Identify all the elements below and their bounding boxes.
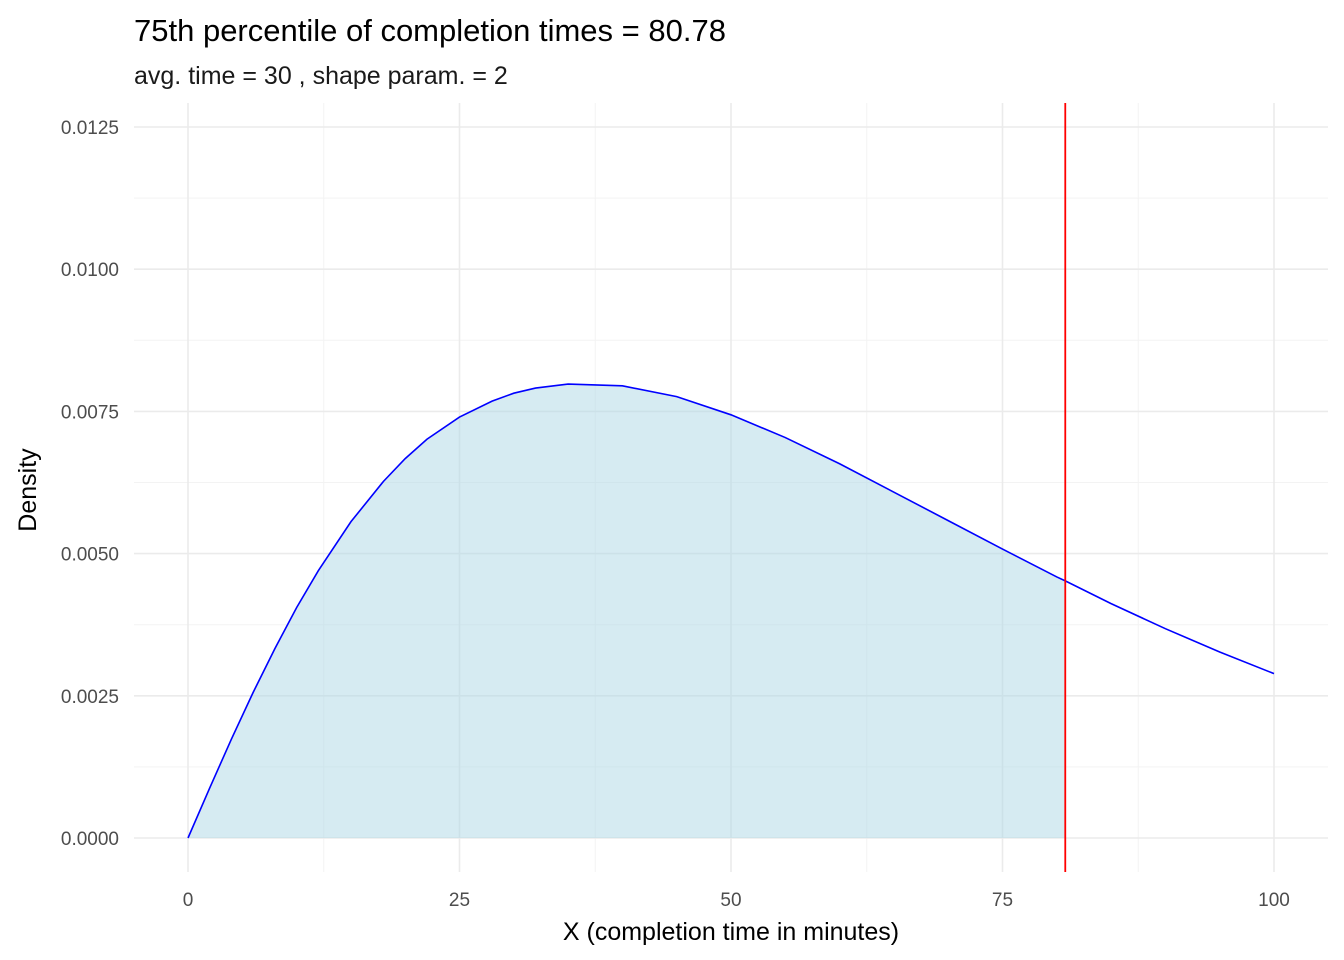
x-axis-title: X (completion time in minutes) [563,918,899,946]
chart-title: 75th percentile of completion times = 80… [134,13,726,48]
y-tick-label: 0.0000 [61,829,119,850]
x-tick-label: 25 [449,890,470,911]
density-line [187,383,1275,839]
x-axis-ticks: 0 25 50 75 100 [183,890,1290,911]
x-tick-label: 50 [720,890,741,911]
y-tick-label: 0.0125 [61,118,119,139]
y-tick-label: 0.0075 [61,402,119,423]
shaded-area-layer [188,384,1066,838]
density-line-layer [187,383,1275,839]
y-tick-label: 0.0100 [61,260,119,281]
x-tick-label: 75 [992,890,1013,911]
chart-subtitle: avg. time = 30 , shape param. = 2 [134,62,508,90]
x-tick-label: 0 [183,890,194,911]
y-axis-title: Density [14,448,42,532]
shaded-area [188,384,1066,838]
x-tick-label: 100 [1258,890,1290,911]
y-tick-label: 0.0025 [61,687,119,708]
y-axis-ticks: 0.0000 0.0025 0.0050 0.0075 0.0100 0.0125 [61,118,119,850]
y-tick-label: 0.0050 [61,545,119,566]
